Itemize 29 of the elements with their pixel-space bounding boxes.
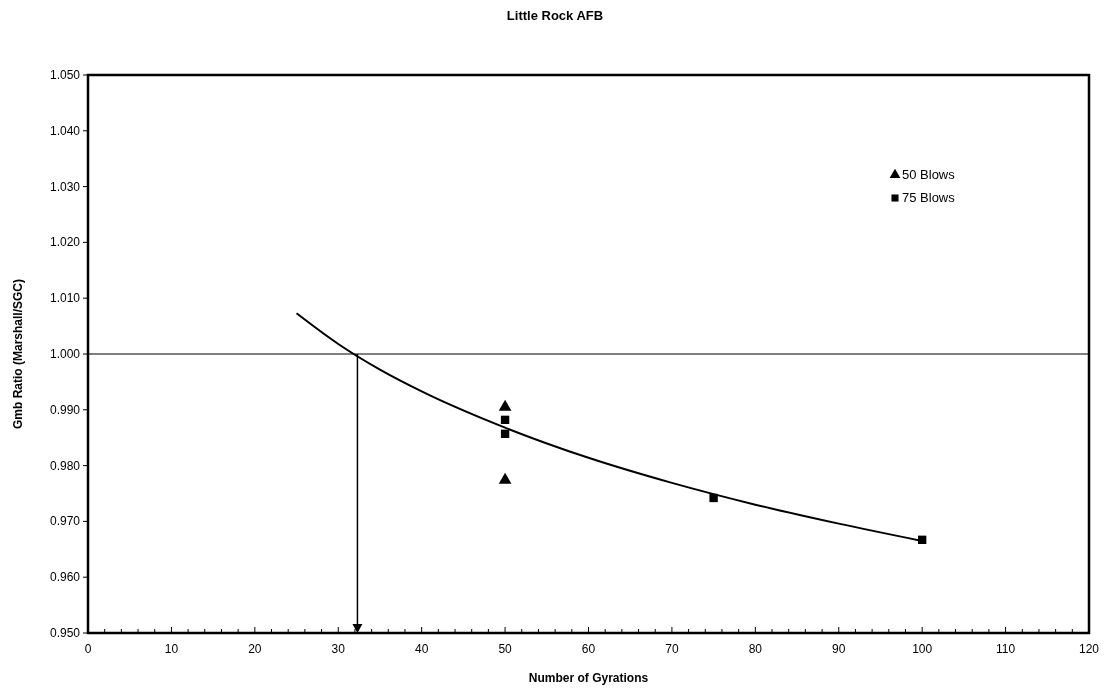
legend-label: 75 Blows [902, 190, 956, 205]
y-tick-label: 1.010 [49, 291, 81, 306]
x-tick-label: 110 [996, 642, 1016, 656]
y-tick-label: 0.980 [49, 458, 81, 473]
y-tick-label: 1.030 [49, 179, 81, 194]
x-axis-title: Number of Gyrations [528, 671, 649, 685]
x-tick-label: 10 [164, 642, 179, 656]
y-tick-label: 0.960 [49, 570, 81, 585]
x-tick-label: 100 [912, 642, 933, 656]
x-tick-label: 20 [248, 642, 262, 656]
x-tick-label: 90 [832, 642, 846, 656]
y-tick-label: 1.050 [49, 68, 81, 82]
legend-label: 50 Blows [902, 167, 956, 182]
y-axis-title: Gmb Ratio (Marshall/SGC) [11, 278, 25, 430]
x-tick-label: 120 [1078, 642, 1100, 656]
y-tick-label: 0.950 [49, 626, 81, 640]
x-tick-label: 40 [414, 642, 429, 656]
x-tick-label: 50 [498, 642, 513, 656]
y-tick-label: 1.000 [49, 347, 81, 361]
y-tick-label: 0.990 [49, 402, 81, 417]
y-tick-label: 0.970 [49, 514, 81, 529]
y-tick-label: 1.020 [49, 235, 81, 250]
y-tick-label: 1.040 [49, 123, 81, 138]
x-tick-label: 70 [665, 642, 679, 656]
x-tick-label: 0 [84, 642, 92, 656]
x-tick-label: 60 [581, 642, 596, 656]
x-tick-label: 30 [331, 642, 346, 656]
x-tick-label: 80 [748, 642, 763, 656]
chart-title: Little Rock AFB [506, 8, 604, 23]
